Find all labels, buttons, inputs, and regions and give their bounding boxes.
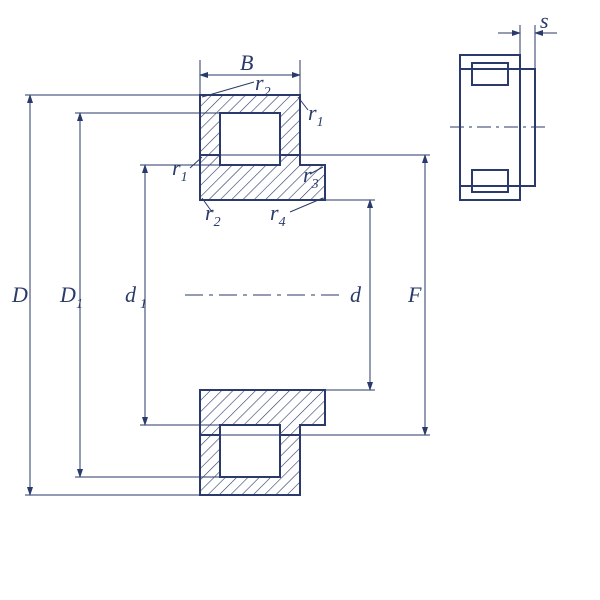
dim-B: B [200, 50, 300, 95]
label-s: s [540, 8, 549, 33]
label-d: d [350, 282, 362, 307]
roller-bottom-overlay [220, 425, 280, 477]
svg-text:r2: r2 [205, 200, 221, 230]
svg-text:r1: r1 [308, 100, 324, 130]
aux-view [450, 55, 548, 200]
roller-top-overlay [220, 113, 280, 165]
label-D: D [11, 282, 28, 307]
label-D1-sub: 1 [76, 297, 83, 312]
label-F: F [407, 282, 422, 307]
dim-s: s [498, 8, 557, 69]
label-d1: d [125, 282, 137, 307]
svg-text:r1: r1 [172, 155, 188, 185]
label-d1-sub: 1 [140, 297, 147, 312]
label-D1: D [59, 282, 76, 307]
label-B: B [240, 50, 253, 75]
bearing-diagram: B D D 1 d 1 d F r2 [0, 0, 600, 600]
svg-text:r4: r4 [270, 200, 286, 230]
